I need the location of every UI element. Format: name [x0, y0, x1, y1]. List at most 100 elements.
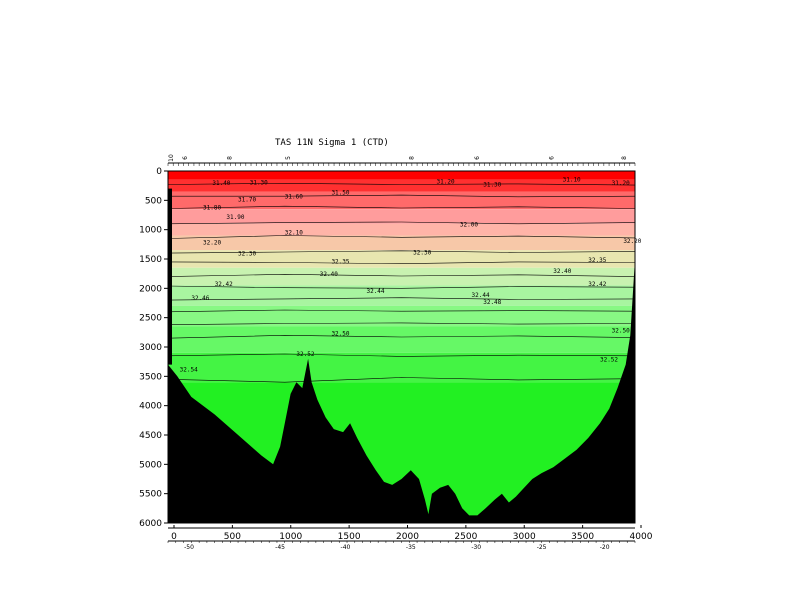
longitude-axis: -50 -45 -40 -35 -30 -25 -20	[167, 540, 636, 551]
y-tick-label: 2000	[139, 284, 162, 294]
station-tick-label: 8	[621, 156, 628, 160]
x-tick-label: 1500	[338, 532, 361, 542]
contour-label: 32.20	[623, 238, 641, 245]
contour-line	[167, 377, 636, 383]
contour-line	[167, 235, 636, 239]
contour-line	[167, 285, 636, 289]
station-tick-label: 8	[409, 156, 416, 160]
x-tick-label: 2000	[396, 532, 419, 542]
station-axis: 10 6 8 5 8 6 6 8	[167, 154, 636, 166]
contour-label: 32.10	[285, 229, 303, 236]
y-tick-label: 2500	[139, 314, 162, 324]
y-tick-label: 5000	[139, 460, 162, 470]
contour-label: 31.50	[331, 189, 349, 196]
x-tick-label: 3500	[571, 532, 594, 542]
contour-label: 32.52	[600, 357, 618, 364]
y-tick-label: 4500	[139, 431, 162, 441]
x-tick-label: 3000	[513, 532, 536, 542]
longitude-tick-label: -20	[600, 544, 610, 551]
contour-label: 31.80	[203, 205, 221, 212]
x-tick-label: 500	[224, 532, 241, 542]
contour-label: 32.54	[180, 367, 198, 374]
contour-label: 32.30	[413, 249, 431, 256]
color-band	[168, 223, 635, 236]
station-tick-label: 10	[168, 154, 175, 162]
station-tick-label: 6	[549, 156, 556, 160]
contour-label: 32.42	[588, 281, 606, 288]
y-axis: 0 500 1000 1500 2000 2500 3000 3500 4000 4500 5000…	[139, 167, 168, 529]
y-tick-label: 1500	[139, 255, 162, 265]
contour-label: 32.50	[331, 330, 349, 337]
contour-label: 31.30	[483, 181, 501, 188]
contour-label: 32.48	[483, 299, 501, 306]
contour-line	[167, 182, 636, 186]
longitude-tick-label: -35	[406, 544, 416, 551]
contour-label: 32.40	[320, 271, 338, 278]
longitude-tick-label: -50	[184, 544, 194, 551]
contour-label: 32.44	[472, 292, 490, 299]
contour-label: 31.20	[612, 180, 630, 187]
color-band	[168, 171, 635, 180]
contour-line	[168, 194, 636, 198]
color-band	[168, 209, 635, 224]
plot-area: 31.40 31.30 31.50 31.60 31.20 31.30 31.10 31.20…	[167, 170, 642, 524]
y-tick-label: 0	[156, 167, 162, 177]
left-wall	[168, 188, 172, 365]
contour-label: 32.20	[203, 239, 221, 246]
contour-line	[167, 353, 636, 357]
longitude-tick-label: -45	[275, 544, 285, 551]
chart-title: TAS 11N Sigma 1 (CTD)	[275, 138, 389, 148]
contour-line	[167, 273, 636, 277]
color-band	[168, 285, 635, 306]
contour-label: 31.10	[563, 177, 581, 184]
x-tick-label: 2500	[454, 532, 477, 542]
x-tick-label: 1000	[279, 532, 302, 542]
longitude-tick-label: -25	[537, 544, 547, 551]
contour-line	[167, 297, 636, 301]
y-tick-label: 6000	[139, 519, 162, 529]
contour-line	[167, 334, 636, 339]
contour-line	[167, 309, 636, 313]
x-tick-label: 4000	[630, 532, 653, 542]
contour-label: 32.44	[366, 288, 384, 295]
y-tick-label: 3000	[139, 343, 162, 353]
contour-label: 31.70	[238, 197, 256, 204]
contour-line	[167, 261, 636, 265]
contour-label: 32.50	[612, 327, 630, 334]
contour-label: 31.30	[250, 179, 268, 186]
station-tick-label: 6	[182, 156, 189, 160]
y-tick-label: 1000	[139, 226, 162, 236]
y-tick-label: 3500	[139, 372, 162, 382]
y-tick-label: 5500	[139, 490, 162, 500]
x-tick-label: 0	[171, 532, 177, 542]
contour-label: 32.46	[191, 295, 209, 302]
station-tick-label: 6	[474, 156, 481, 160]
color-band	[168, 235, 635, 251]
contour-label: 32.35	[588, 257, 606, 264]
station-tick-label: 8	[226, 156, 233, 160]
contour-label: 32.35	[331, 259, 349, 266]
x-axis: 0 500 1000 1500 2000 2500 3000 3500 4000	[168, 525, 653, 542]
contour-line	[167, 322, 636, 325]
contour-label: 31.20	[437, 178, 455, 185]
color-band	[168, 267, 635, 286]
seafloor	[168, 259, 635, 523]
contour-label: 32.00	[460, 222, 478, 229]
color-band	[168, 305, 635, 327]
contour-line	[167, 221, 636, 225]
longitude-tick-label: -40	[341, 544, 351, 551]
contour-label: 32.52	[296, 351, 314, 358]
contour-label: 32.40	[553, 268, 571, 275]
y-tick-label: 500	[145, 196, 162, 206]
contour-line	[167, 205, 636, 209]
station-tick-label: 5	[285, 156, 292, 160]
contour-label: 32.42	[215, 281, 233, 288]
contour-label: 31.40	[212, 180, 230, 187]
longitude-tick-label: -30	[471, 544, 481, 551]
color-band	[168, 326, 635, 353]
contour-label: 31.60	[285, 194, 303, 201]
y-tick-label: 4000	[139, 402, 162, 412]
contour-label: 31.90	[226, 214, 244, 221]
color-band	[168, 250, 635, 268]
